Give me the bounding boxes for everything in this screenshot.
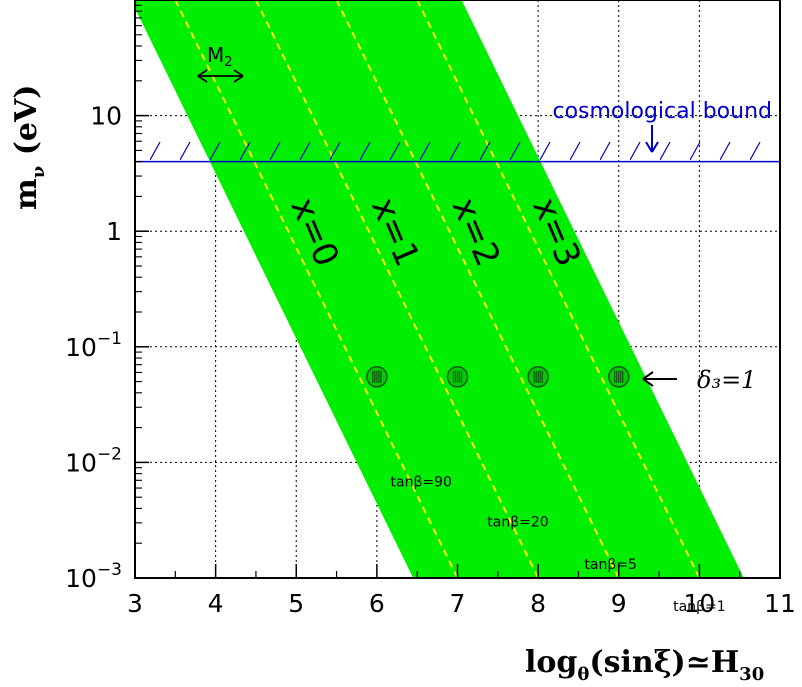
ticks-layer — [134, 4, 781, 579]
y-tick-exponent: −1 — [97, 329, 122, 349]
cosmo-annotation: cosmological bound — [552, 99, 772, 153]
x-tick-label: 6 — [369, 589, 385, 618]
m2-label: M — [207, 43, 224, 67]
y-tick-base: 10 — [65, 448, 97, 477]
m2-annotation: M2 — [197, 43, 244, 83]
x-tick-label: 10 — [683, 589, 715, 618]
tanbeta-label: tanβ=5 — [584, 557, 637, 573]
x-title-rest: (sinξ) — [589, 645, 685, 680]
y-tick-label: 1 — [106, 217, 122, 246]
x-title-h: H — [711, 645, 739, 680]
x-title-sub: θ — [577, 664, 589, 685]
cosmological-bound-layer — [135, 141, 780, 163]
x-title-approx: ≃ — [686, 645, 711, 680]
delta-annotation: δ₃=1 — [642, 366, 756, 394]
delta-label: δ₃=1 — [697, 366, 756, 394]
m2-arrow-left-head — [197, 69, 208, 83]
y-tick-label: 10 — [90, 102, 122, 131]
bound-hatch — [135, 141, 780, 162]
m2-arrow-right-head — [233, 69, 244, 83]
tanbeta-label: tanβ=90 — [391, 474, 452, 490]
delta-marker — [607, 366, 630, 388]
bands-layer — [135, 0, 744, 578]
x-tick-label: 3 — [127, 589, 143, 618]
tanbeta-label: tanβ=20 — [487, 514, 548, 530]
x-tick-label: 4 — [208, 589, 224, 618]
y-tick-base: 10 — [65, 333, 97, 362]
x-tick-label: 11 — [764, 589, 796, 618]
y-title-unit: (eV) — [9, 85, 44, 166]
x-tick-label: 7 — [450, 589, 466, 618]
x-title-main: log — [525, 645, 577, 680]
y-tick-base: 1 — [106, 217, 122, 246]
x-tick-label: 5 — [288, 589, 304, 618]
y-tick-label: 10−3 — [65, 560, 122, 593]
x-axis-title: logθ(sinξ)≃H30 — [525, 645, 764, 685]
svg-text:M2: M2 — [207, 43, 233, 70]
plot-area — [135, 0, 780, 578]
markers-layer — [366, 366, 630, 388]
m2-label-sub: 2 — [224, 55, 232, 70]
cosmo-arrow-head — [645, 141, 659, 153]
x-title-h-sub: 30 — [739, 664, 764, 685]
delta-arrow-head — [642, 371, 654, 387]
y-tick-exponent: −3 — [97, 560, 122, 580]
y-tick-base: 10 — [90, 102, 122, 131]
x-tick-label: 8 — [530, 589, 546, 618]
tanbeta-label: tanβ=1 — [673, 599, 726, 615]
delta-marker — [446, 366, 469, 388]
y-tick-label: 10−1 — [65, 329, 122, 362]
y-tick-base: 10 — [65, 564, 97, 593]
y-title-main: m — [9, 178, 44, 210]
y-tick-label: 10−2 — [65, 444, 122, 477]
delta-marker — [527, 366, 549, 388]
y-tick-exponent: −2 — [97, 444, 122, 464]
cosmo-bound-label: cosmological bound — [552, 99, 772, 124]
y-title-sub: ν — [28, 166, 49, 179]
x-tick-label: 9 — [611, 589, 627, 618]
delta-marker — [366, 366, 388, 388]
y-axis-title: mν (eV) — [9, 85, 49, 210]
